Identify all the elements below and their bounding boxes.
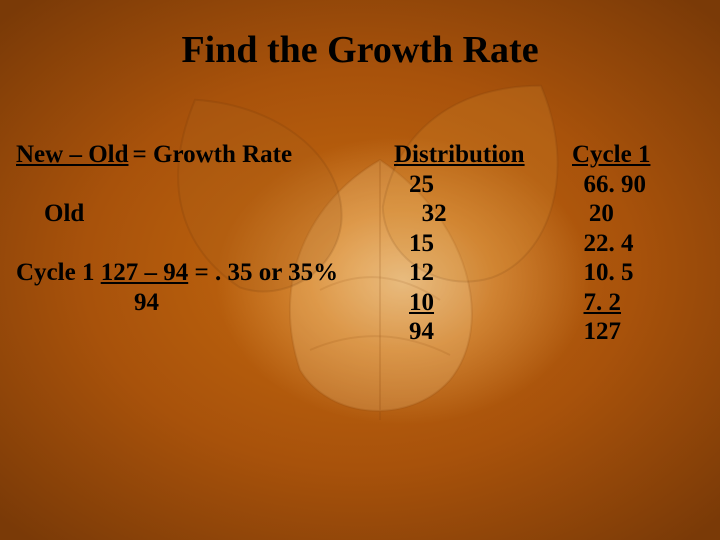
cycle-row-2: 22. 4 bbox=[572, 229, 704, 259]
cycle-row-5: 127 bbox=[572, 317, 704, 347]
slide-title: Find the Growth Rate bbox=[0, 28, 720, 72]
example-equals: = . 35 or 35% bbox=[194, 259, 338, 286]
example-numerator: 127 – 94 bbox=[101, 259, 189, 286]
example-label: Cycle 1 bbox=[16, 259, 101, 286]
formula-line-1: New – Old = Growth Rate bbox=[16, 140, 394, 170]
formula-numerator: New – Old bbox=[16, 140, 133, 170]
dist-row-2: 15 bbox=[361, 229, 571, 259]
dist-row-4: 10 bbox=[361, 288, 571, 318]
table-header-cycle1: Cycle 1 bbox=[572, 140, 704, 170]
slide-body: New – Old = Growth Rate Distribution Cyc… bbox=[16, 140, 704, 347]
cycle-row-3: 10. 5 bbox=[572, 258, 704, 288]
dist-row-0: 25 bbox=[361, 170, 571, 200]
example-line-2: 94 bbox=[16, 288, 361, 318]
slide: Find the Growth Rate New – Old = Growth … bbox=[0, 0, 720, 540]
table-header-distribution: Distribution bbox=[394, 140, 572, 170]
dist-row-3: 12 bbox=[361, 258, 571, 288]
formula-equals: = Growth Rate bbox=[133, 140, 293, 170]
example-line-1: Cycle 1 127 – 94 = . 35 or 35% bbox=[16, 258, 361, 288]
dist-row-5: 94 bbox=[361, 317, 571, 347]
cycle-row-4: 7. 2 bbox=[572, 288, 704, 318]
dist-row-1: 32 bbox=[374, 199, 577, 229]
formula-denominator: Old bbox=[16, 199, 374, 229]
example-denominator: 94 bbox=[16, 288, 361, 318]
cycle-row-0: 66. 90 bbox=[572, 170, 704, 200]
cycle-row-1: 20 bbox=[577, 199, 704, 229]
